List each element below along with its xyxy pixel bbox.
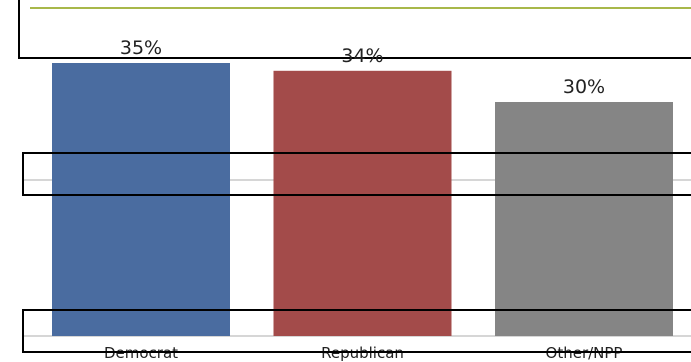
- bar-other-npp: [495, 102, 673, 336]
- annotation-boxes: [22, 152, 691, 353]
- data-labels: 35% 34% 30%: [120, 37, 605, 98]
- data-label-democrat: 35%: [120, 37, 162, 59]
- bars: [52, 63, 673, 337]
- data-label-other-npp: 30%: [563, 76, 605, 98]
- bar-democrat: [52, 63, 230, 336]
- annotation-box-upper: [22, 152, 691, 196]
- title-area: [18, 0, 691, 59]
- title-box: [18, 0, 691, 59]
- data-label-republican: 34%: [341, 45, 383, 67]
- annotation-box-lower: [22, 309, 691, 353]
- bar-republican: [273, 70, 452, 337]
